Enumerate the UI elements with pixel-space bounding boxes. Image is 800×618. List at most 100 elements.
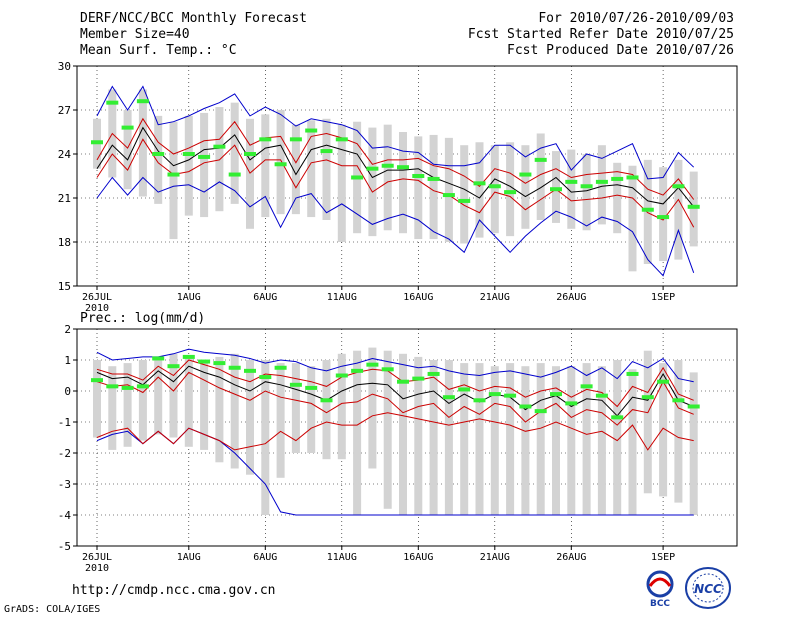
mean-marker (136, 384, 149, 389)
ensemble-box (506, 142, 515, 237)
y-tick-label: 1 (64, 354, 71, 367)
y-tick-label: 15 (58, 280, 71, 293)
ensemble-box (475, 363, 484, 515)
mean-marker (136, 99, 149, 104)
mean-marker (657, 379, 670, 384)
ensemble-box (138, 360, 147, 441)
ensemble-box (215, 107, 224, 212)
ensemble-box (643, 159, 652, 264)
forecast-started: Fcst Started Refer Date 2010/07/25 (467, 27, 734, 42)
mean-marker (519, 404, 532, 409)
mean-marker (611, 176, 624, 181)
mean-marker (488, 184, 501, 189)
ensemble-box (659, 167, 668, 262)
ensemble-box (230, 102, 239, 204)
mean-marker (488, 392, 501, 397)
ensemble-box (169, 121, 178, 240)
lower-percentile-line (96, 371, 694, 426)
x-tick-label: 1AUG (177, 292, 201, 303)
ensemble-box (582, 363, 591, 515)
mean-marker (335, 137, 348, 142)
mean-marker (504, 190, 517, 195)
mean-marker (550, 392, 562, 397)
ensemble-box (582, 154, 591, 231)
x-tick-label: 6AUG (253, 292, 277, 303)
mean-marker (381, 367, 394, 372)
chart-title: DERF/NCC/BCC Monthly Forecast (80, 11, 307, 26)
ensemble-box (567, 149, 576, 229)
mean-marker (198, 359, 211, 364)
ensemble-box (368, 347, 377, 469)
x-tick-label: 21AUG (480, 292, 510, 303)
mean-marker (595, 393, 608, 398)
ensemble-box (169, 353, 178, 438)
ensemble-box (138, 89, 147, 197)
ensemble-box (597, 366, 606, 515)
mean-marker (427, 371, 440, 376)
mean-marker (182, 152, 195, 156)
mean-marker (534, 157, 547, 162)
ensemble-box (414, 356, 423, 515)
ensemble-box (429, 360, 438, 515)
mean-marker (91, 378, 103, 383)
ensemble-box (230, 353, 239, 469)
ensemble-box (613, 162, 622, 234)
mean-marker (672, 184, 685, 189)
mean-marker (228, 365, 241, 370)
mean-marker (106, 100, 119, 105)
precipitation-panel: -5 -4 -3 -2 -1 0 1 2 26JUL 1AUG 6AUG 11AUG 16AUG 21AU… (58, 323, 738, 574)
mean-marker (320, 149, 333, 154)
mean-marker (320, 398, 333, 403)
ensemble-box (659, 363, 668, 497)
mean-marker (442, 193, 455, 198)
header-right: For 2010/07/26-2010/09/03 Fcst Started Re… (468, 11, 734, 59)
ensemble-box (521, 366, 530, 515)
bcc-logo-text: BCC (650, 599, 670, 608)
envelope-max-line (96, 85, 695, 180)
mean-marker (152, 356, 165, 361)
mean-marker (672, 398, 685, 403)
source-url[interactable]: http://cmdp.ncc.cma.gov.cn (72, 583, 276, 598)
ensemble-box (628, 165, 637, 272)
ensemble-box (506, 363, 515, 515)
ensemble-box (490, 145, 499, 234)
x-tick-label: 6AUG (253, 552, 277, 563)
y-tick-label: 30 (58, 60, 71, 73)
mean-marker (213, 144, 226, 149)
ensemble-box (154, 115, 163, 204)
ensemble-box (261, 360, 270, 515)
y-tick-label: 21 (58, 192, 71, 205)
ensemble-box (383, 124, 392, 231)
mean-marker (442, 395, 455, 400)
y-tick-label: -1 (58, 416, 71, 429)
median-line (96, 126, 695, 208)
ensemble-box (307, 366, 316, 453)
mean-marker (473, 398, 486, 403)
ensemble-box (291, 124, 300, 215)
mean-marker (305, 128, 318, 133)
temperature-panel: 15 18 21 24 27 30 26JUL 1AUG 6AUG 11AUG 16AUG 21AUG… (58, 60, 738, 314)
mean-marker (534, 409, 547, 414)
ensemble-box (567, 366, 576, 515)
plot-frame-1 (76, 328, 738, 547)
header-left: DERF/NCC/BCC Monthly Forecast Member Size… (80, 11, 307, 59)
ensemble-box (613, 360, 622, 515)
ensemble-box (246, 118, 254, 229)
x-tick-label: 26JUL (82, 292, 112, 303)
mean-marker (244, 368, 256, 373)
y-tick-label: -4 (58, 509, 72, 522)
mean-marker (121, 125, 134, 130)
ensemble-box (322, 118, 331, 220)
ensemble-box (444, 360, 453, 515)
x-tick-label: 26AUG (556, 292, 586, 303)
mean-marker (167, 364, 180, 369)
ensemble-box (628, 369, 637, 515)
mean-marker (381, 163, 394, 168)
ensemble-box (123, 110, 132, 190)
ensemble-box (674, 360, 683, 503)
plot-frame-0 (76, 65, 738, 287)
x-year-label: 2010 (85, 563, 109, 574)
ensemble-box (291, 363, 300, 453)
mean-marker (611, 415, 624, 420)
